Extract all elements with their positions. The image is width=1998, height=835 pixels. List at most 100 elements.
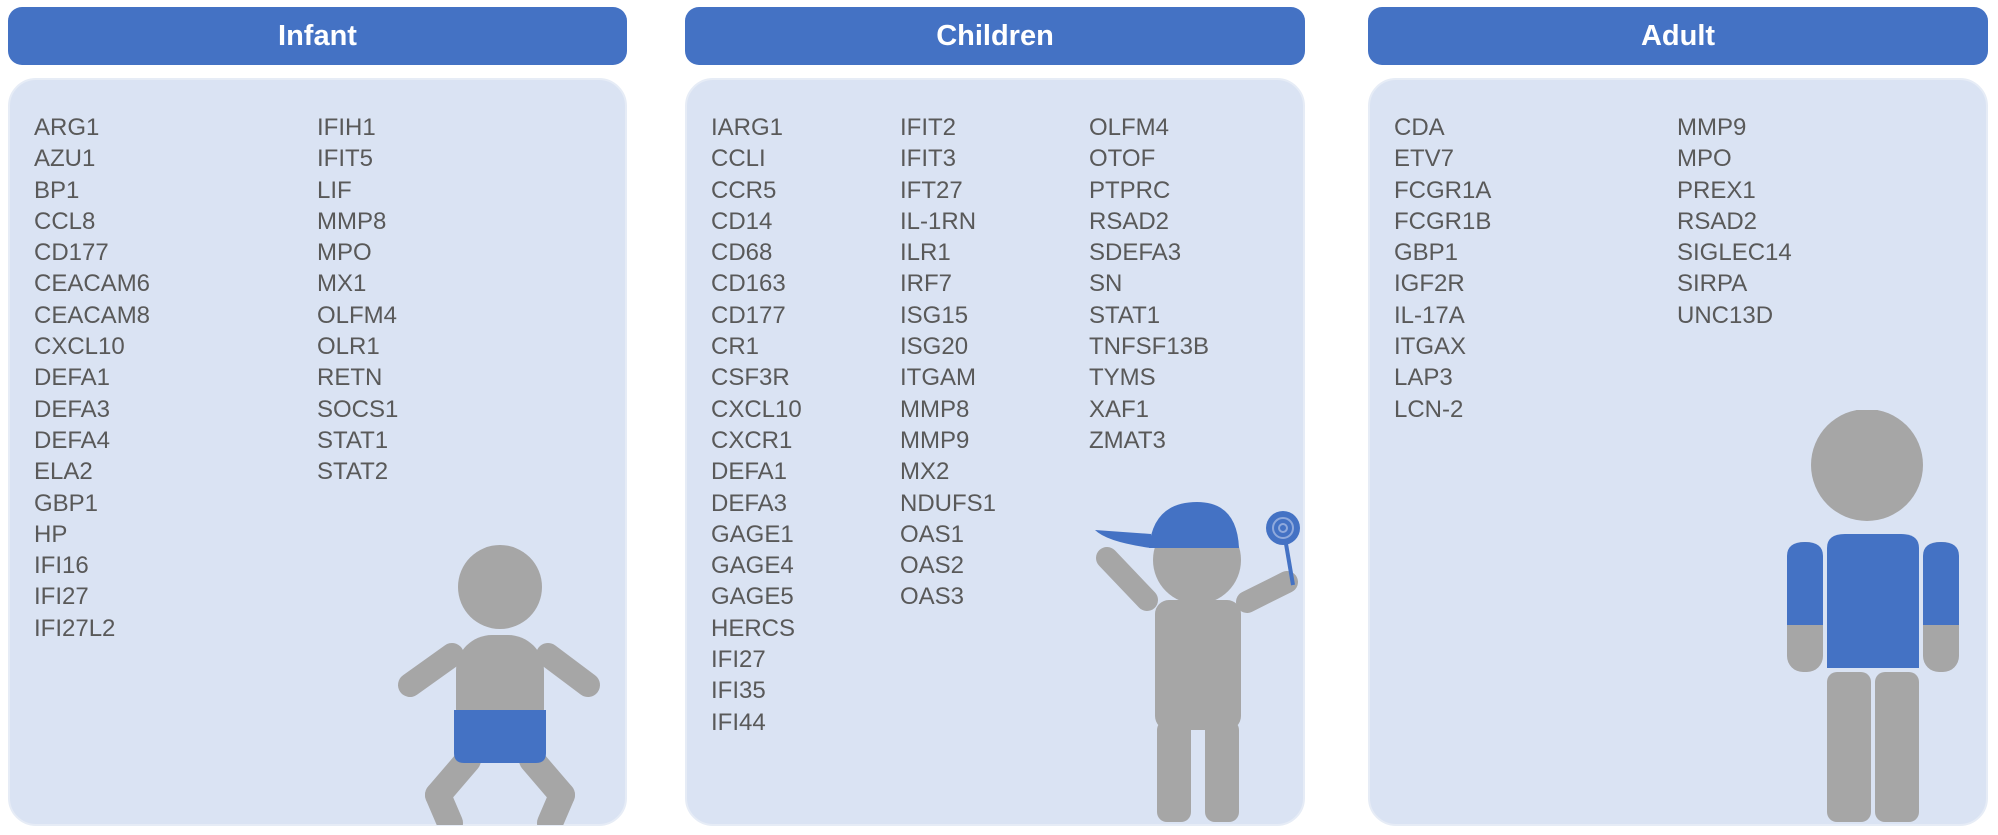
- gene-item: ETV7: [1394, 145, 1455, 173]
- gene-item: ISG20: [900, 333, 969, 361]
- gene-item: MMP8: [317, 207, 387, 235]
- gene-item: IRF7: [900, 270, 953, 298]
- header-adult-title: Adult: [1640, 19, 1716, 52]
- gene-list-column: CDA ETV7 FCGR1A FCGR1B GBP1 IGF2R IL-17A ITGAX L…: [1394, 112, 1491, 425]
- gene-item: BP1: [34, 176, 80, 204]
- gene-item: OAS1: [900, 520, 965, 548]
- gene-item: MX2: [900, 458, 950, 486]
- panel-children: IARG1 CCLI CCR5 CD14 CD68 CD163 CD177 CR1 CSF3R C…: [685, 78, 1305, 826]
- shirt-shape: [1827, 534, 1919, 668]
- gene-item: ELA2: [34, 458, 93, 486]
- gene-item: IFI27L2: [34, 614, 116, 642]
- gene-item: STAT1: [1089, 301, 1161, 329]
- gene-item: OLFM4: [317, 301, 398, 329]
- gene-item: SOCS1: [317, 395, 399, 423]
- diaper-shape: [454, 710, 546, 763]
- gene-item: MPO: [317, 239, 372, 267]
- header-children-title: Children: [936, 19, 1054, 52]
- gene-item: IFT27: [900, 176, 963, 204]
- gene-list-column: ARG1 AZU1 BP1 CCL8 CD177 CEACAM6 CEACAM8 CXCL10…: [34, 112, 150, 644]
- gene-item: XAF1: [1089, 395, 1150, 423]
- gene-item: CD177: [711, 301, 786, 329]
- lollipop-icon: [1266, 511, 1300, 545]
- gene-item: IFI44: [711, 708, 766, 736]
- gene-item: CXCL10: [34, 333, 125, 361]
- gene-item: IFIT3: [900, 145, 957, 173]
- gene-item: CD163: [711, 270, 786, 298]
- header-infant: Infant: [8, 7, 627, 65]
- gene-item: IL-1RN: [900, 207, 977, 235]
- gene-item: SIRPA: [1677, 270, 1748, 298]
- gene-item: PREX1: [1677, 176, 1756, 204]
- panel-adult: CDA ETV7 FCGR1A FCGR1B GBP1 IGF2R IL-17A ITGAX L…: [1368, 78, 1988, 826]
- gene-item: IGF2R: [1394, 270, 1465, 298]
- gene-item: IARG1: [711, 114, 784, 141]
- gene-item: CEACAM6: [34, 270, 151, 298]
- gene-item: RETN: [317, 364, 383, 392]
- gene-item: CXCL10: [711, 395, 802, 423]
- gene-item: UNC13D: [1677, 301, 1774, 329]
- gene-item: OLR1: [317, 333, 380, 361]
- gene-list-column: OLFM4 OTOF PTPRC RSAD2 SDEFA3 SN STAT1 TNFSF13B…: [1089, 112, 1209, 456]
- gene-item: OAS2: [900, 552, 965, 580]
- gene-item: RSAD2: [1089, 207, 1170, 235]
- gene-item: OTOF: [1089, 145, 1156, 173]
- gene-item: GBP1: [1394, 239, 1459, 267]
- header-infant-title: Infant: [278, 19, 357, 52]
- gene-item: CEACAM8: [34, 301, 151, 329]
- gene-item: IFI27: [711, 646, 766, 674]
- gene-item: STAT1: [317, 426, 389, 454]
- gene-item: MMP8: [900, 395, 970, 423]
- gene-item: SDEFA3: [1089, 239, 1182, 267]
- gene-item: CD14: [711, 207, 773, 235]
- gene-item: FCGR1A: [1394, 176, 1492, 204]
- baby-icon: [398, 545, 600, 825]
- gene-item: IFIT2: [900, 114, 957, 141]
- header-adult: Adult: [1368, 7, 1988, 65]
- gene-item: FCGR1B: [1394, 207, 1492, 235]
- gene-item: DEFA1: [711, 458, 788, 486]
- gene-item: RSAD2: [1677, 207, 1758, 235]
- gene-item: ITGAX: [1394, 333, 1467, 361]
- gene-item: DEFA1: [34, 364, 111, 392]
- gene-item: LAP3: [1394, 364, 1453, 392]
- gene-item: IFI35: [711, 677, 766, 705]
- gene-item: GAGE5: [711, 583, 794, 611]
- gene-item: CD68: [711, 239, 773, 267]
- gene-item: IFIT5: [317, 145, 374, 173]
- gene-item: HERCS: [711, 614, 796, 642]
- gene-item: CD177: [34, 239, 109, 267]
- gene-item: OAS3: [900, 583, 965, 611]
- gene-item: IFI16: [34, 552, 89, 580]
- gene-item: CDA: [1394, 114, 1445, 141]
- cap-shape: [1149, 502, 1239, 548]
- child-icon: [1095, 502, 1300, 822]
- gene-item: TNFSF13B: [1089, 333, 1210, 361]
- gene-item: MMP9: [1677, 114, 1747, 141]
- gene-item: DEFA4: [34, 426, 111, 454]
- gene-item: IL-17A: [1394, 301, 1465, 329]
- gene-item: CR1: [711, 333, 760, 361]
- gene-item: CSF3R: [711, 364, 790, 392]
- gene-list-column: IARG1 CCLI CCR5 CD14 CD68 CD163 CD177 CR1 CSF3R C…: [711, 112, 802, 738]
- gene-item: PTPRC: [1089, 176, 1171, 204]
- gene-item: ILR1: [900, 239, 951, 267]
- gene-item: SIGLEC14: [1677, 239, 1792, 267]
- gene-item: OLFM4: [1089, 114, 1170, 141]
- header-children: Children: [685, 7, 1305, 65]
- gene-item: NDUFS1: [900, 489, 997, 517]
- gene-item: GAGE1: [711, 520, 794, 548]
- gene-list-column: MMP9 MPO PREX1 RSAD2 SIGLEC14 SIRPA UNC13D: [1677, 112, 1792, 331]
- gene-item: IFI27: [34, 583, 89, 611]
- gene-item: MPO: [1677, 145, 1732, 173]
- gene-item: CCL8: [34, 207, 96, 235]
- gene-item: DEFA3: [34, 395, 111, 423]
- gene-item: CCLI: [711, 145, 766, 173]
- gene-item: CXCR1: [711, 426, 793, 454]
- gene-item: SN: [1089, 270, 1123, 298]
- gene-item: LCN-2: [1394, 395, 1464, 423]
- gene-item: ARG1: [34, 114, 100, 141]
- gene-item: DEFA3: [711, 489, 788, 517]
- adult-icon: [1787, 410, 1959, 822]
- gene-list-column: IFIH1 IFIT5 LIF MMP8 MPO MX1 OLFM4 OLR1 RETN SOCS…: [317, 112, 398, 488]
